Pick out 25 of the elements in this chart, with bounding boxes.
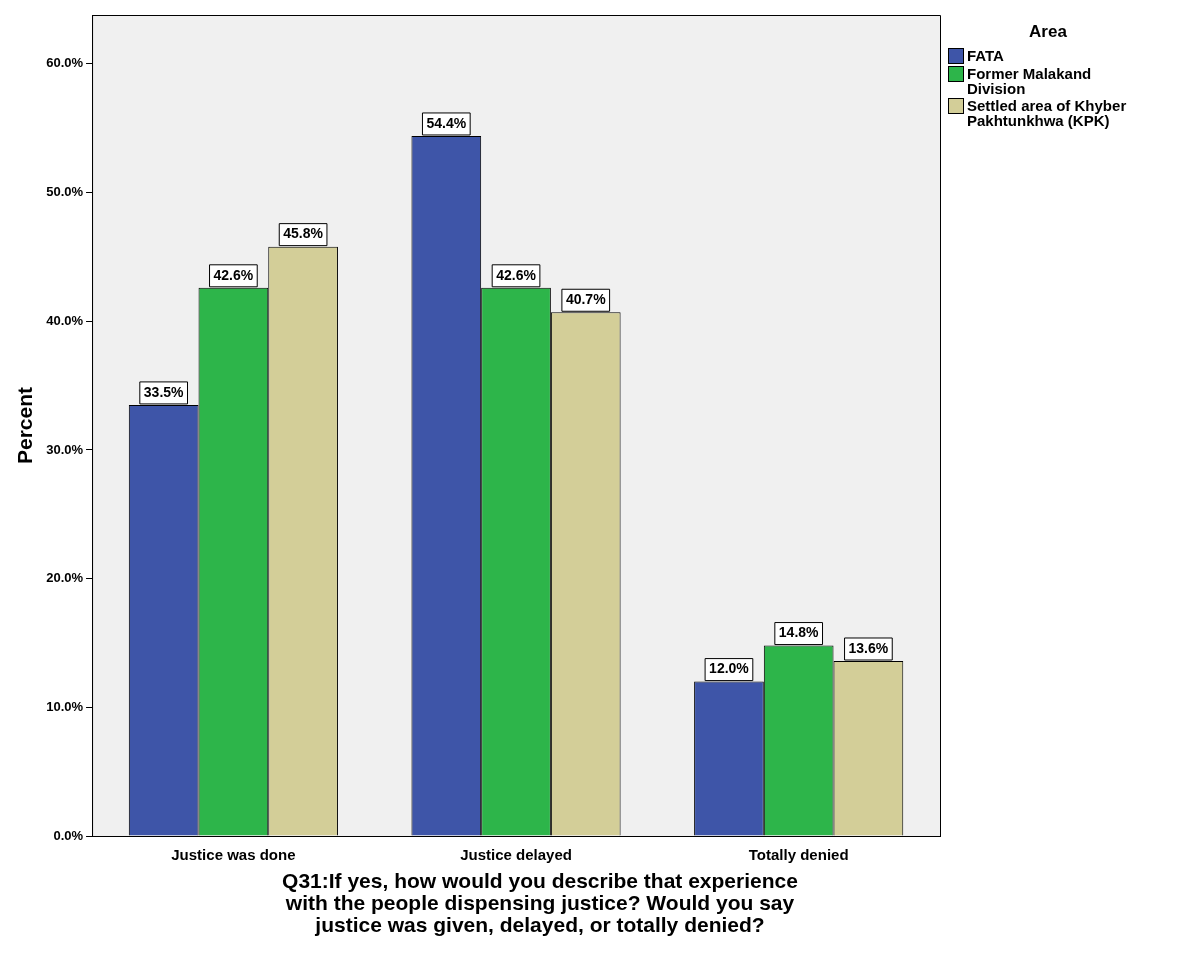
- data-label: 54.4%: [426, 114, 467, 131]
- data-label: 13.6%: [848, 639, 889, 656]
- y-tick-label: 40.0%: [46, 312, 84, 328]
- data-label: 14.8%: [778, 624, 820, 641]
- legend-label: Former Malakand Division: [967, 65, 1093, 97]
- legend-title: Area: [1028, 22, 1068, 42]
- data-label: 42.6%: [496, 266, 537, 283]
- x-tick-label: Justice was done: [171, 846, 296, 864]
- data-label: 12.0%: [709, 660, 750, 677]
- data-label: 45.8%: [283, 225, 324, 242]
- data-label: 40.7%: [565, 291, 607, 308]
- y-tick-label: 30.0%: [46, 441, 84, 457]
- y-axis-title: Percent: [13, 386, 37, 465]
- legend-label: Settled area of Khyber Pakhtunkhwa (KPK): [967, 97, 1128, 129]
- y-tick-label: 10.0%: [46, 698, 84, 714]
- y-tick-label: 50.0%: [46, 184, 84, 200]
- legend-label: FATA: [967, 47, 1004, 64]
- y-tick-label: 20.0%: [46, 570, 84, 586]
- x-tick-label: Justice delayed: [460, 846, 572, 864]
- y-tick-label: 60.0%: [46, 55, 84, 71]
- y-tick-label: 0.0%: [53, 827, 84, 843]
- data-label: 42.6%: [213, 266, 254, 283]
- data-label: 33.5%: [143, 383, 185, 400]
- x-axis-title: Q31:If yes, how would you describe that experience with the people dispensing justice? Would you say justice was given, delayed, or totally denied?: [281, 869, 799, 936]
- x-tick-label: Totally denied: [748, 846, 849, 864]
